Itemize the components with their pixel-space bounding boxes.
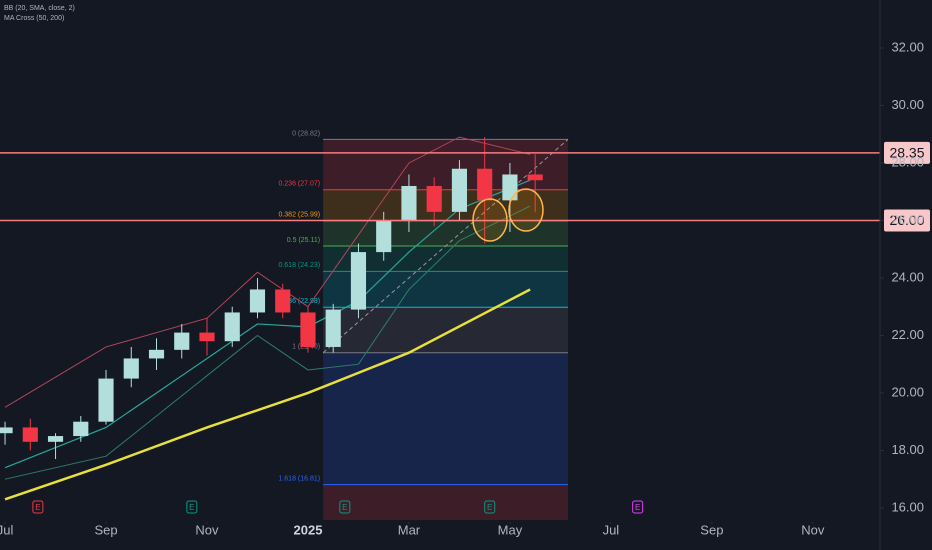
x-tick-label: Nov	[801, 522, 825, 537]
event-label: E	[35, 503, 40, 512]
candle-group	[0, 137, 543, 460]
candle-body	[350, 252, 367, 310]
candle-body	[224, 312, 240, 342]
x-tick-label: 2025	[294, 522, 323, 537]
y-tick-label: 30.00	[891, 97, 924, 112]
x-tick-label: Jul	[603, 522, 620, 537]
event-label: E	[635, 503, 640, 512]
indicator-line	[4, 205, 531, 480]
y-tick-label: 22.00	[891, 327, 924, 342]
candle-body	[325, 309, 341, 347]
candle-body	[47, 436, 64, 442]
candle-body	[148, 349, 165, 359]
candle-body	[451, 168, 468, 212]
x-tick-label: Sep	[700, 522, 723, 537]
fib-label: 0.786 (22.98)	[278, 298, 320, 305]
y-tick-label: 18.00	[891, 442, 924, 457]
candle-body	[22, 427, 38, 442]
y-tick-label: 24.00	[891, 269, 924, 284]
y-tick-label: 28.00	[891, 154, 924, 169]
highlight-circle	[508, 188, 544, 232]
fib-zone	[323, 352, 568, 485]
fib-label: 0.5 (25.11)	[287, 237, 320, 244]
event-marker	[339, 500, 351, 514]
y-tick-label: 32.00	[891, 39, 924, 54]
fib-zone	[323, 139, 568, 190]
candle-body	[98, 378, 114, 422]
legend-entry: BB (20, SMA, close, 2)	[4, 5, 75, 12]
fib-label: 1.618 (16.81)	[278, 475, 320, 482]
x-tick-label: Nov	[195, 522, 219, 537]
fib-label: 1 (21.40)	[292, 344, 320, 351]
x-tick-label: May	[498, 522, 523, 537]
fib-group: 0 (28.82) 0.236 (27.07) 0.382 (25.99) 0.5 (…	[278, 130, 569, 520]
event-marker	[484, 500, 496, 514]
y-tick-label: 26.00	[891, 212, 924, 227]
candle-body	[300, 312, 316, 347]
fib-label: 0.618 (24.23)	[278, 262, 320, 269]
candle-body	[401, 185, 417, 221]
candle-body	[0, 427, 13, 434]
fib-zone	[323, 220, 568, 247]
x-tick-label: Mar	[398, 522, 421, 537]
candle-body	[527, 174, 543, 181]
event-label: E	[487, 503, 492, 512]
candle-body	[426, 185, 442, 212]
event-marker	[186, 500, 198, 514]
candle-body	[174, 332, 190, 350]
event-label: E	[189, 503, 194, 512]
candle-body	[502, 174, 518, 201]
price-label-box	[884, 209, 930, 232]
price-label: 26.00	[889, 212, 924, 228]
fib-zone	[323, 189, 568, 221]
candle-body	[73, 421, 89, 437]
fib-label: 0 (28.82)	[292, 130, 320, 137]
candle-body	[123, 358, 139, 379]
legend-entry: MA Cross (50, 200)	[4, 15, 64, 22]
highlight-circle	[472, 198, 508, 242]
x-tick-label: Jul	[0, 522, 13, 537]
event-marker	[32, 500, 44, 514]
candle-body	[477, 168, 493, 201]
fib-label: 0.382 (25.99)	[278, 212, 320, 219]
price-label-box	[884, 141, 930, 164]
fib-label: 0.236 (27.07)	[278, 181, 320, 188]
fib-zone	[323, 307, 568, 353]
candle-body	[376, 220, 392, 253]
event-marker	[632, 500, 644, 514]
y-tick-label: 20.00	[891, 384, 924, 399]
candle-body	[249, 289, 266, 313]
fib-zone	[323, 484, 568, 520]
indicator-line	[4, 288, 531, 501]
x-tick-label: Sep	[94, 522, 117, 537]
fib-trend	[322, 139, 569, 354]
candle-body	[199, 332, 215, 342]
y-tick-label: 16.00	[891, 499, 924, 514]
candle-body	[275, 289, 291, 313]
price-label: 28.35	[889, 145, 924, 161]
event-label: E	[342, 503, 347, 512]
hline-group: 28.35 26.00	[0, 141, 930, 232]
